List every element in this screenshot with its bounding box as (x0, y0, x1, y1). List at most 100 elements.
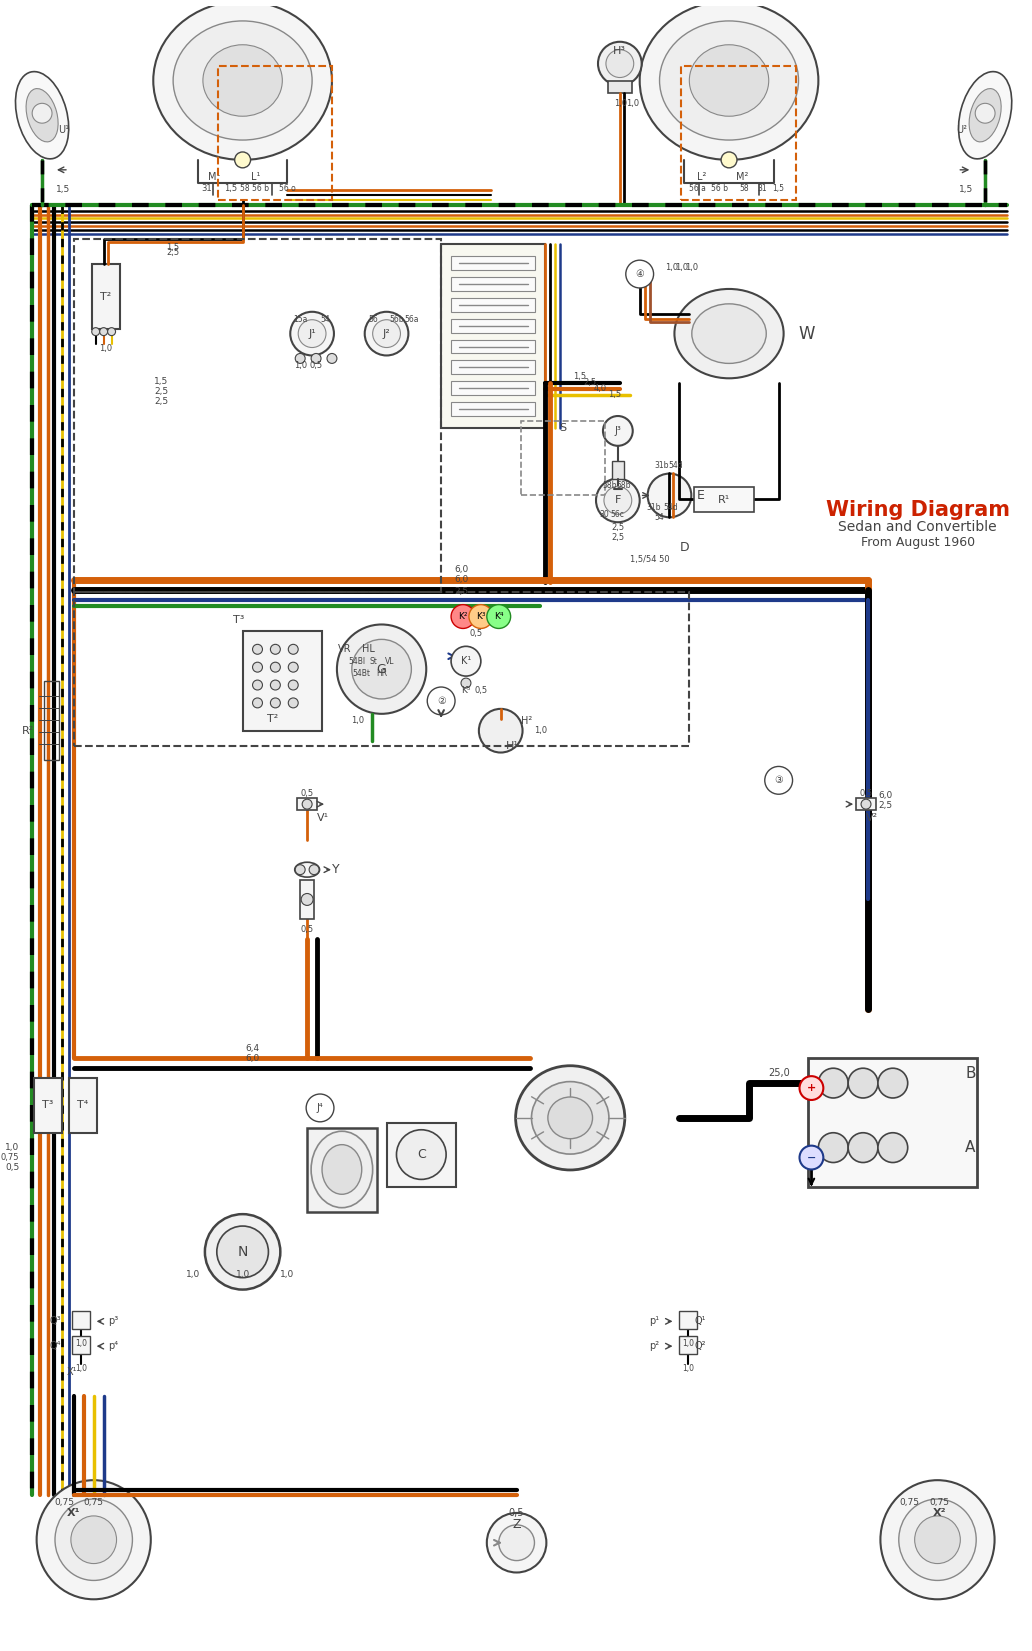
Text: 1,5: 1,5 (959, 185, 973, 195)
Circle shape (364, 312, 409, 355)
Text: J³: J³ (614, 426, 621, 436)
Text: 6,0: 6,0 (454, 575, 469, 584)
Circle shape (311, 353, 321, 363)
Text: 1,0: 1,0 (5, 1142, 20, 1152)
Ellipse shape (173, 21, 312, 140)
Circle shape (487, 1512, 546, 1572)
Circle shape (107, 327, 116, 335)
Text: E: E (697, 489, 704, 502)
Bar (69, 1078, 97, 1133)
Ellipse shape (689, 45, 769, 116)
Text: 31b: 31b (646, 504, 660, 512)
Bar (451, 403, 536, 416)
Text: ③: ③ (774, 776, 783, 786)
Text: T²: T² (100, 292, 111, 302)
Circle shape (270, 662, 281, 672)
Circle shape (302, 799, 312, 809)
Text: K³: K³ (476, 613, 486, 621)
Text: 58b: 58b (616, 480, 631, 490)
Ellipse shape (640, 2, 818, 160)
Text: K²: K² (458, 613, 467, 621)
Ellipse shape (322, 1144, 362, 1194)
Text: K⁵: K⁵ (461, 687, 471, 695)
Text: 1,0: 1,0 (682, 1339, 695, 1347)
Bar (74, 239, 441, 591)
Text: 56a: 56a (405, 315, 419, 324)
Text: 0,75: 0,75 (930, 1497, 949, 1506)
Circle shape (352, 639, 412, 698)
Text: 1,5: 1,5 (224, 185, 237, 193)
Circle shape (861, 799, 871, 809)
Text: 1,0: 1,0 (625, 99, 639, 107)
Text: G: G (377, 662, 386, 675)
Text: 58: 58 (739, 185, 749, 193)
Text: 58 56 b: 58 56 b (240, 185, 269, 193)
Bar (679, 1336, 698, 1354)
Text: J²: J² (383, 329, 390, 338)
Text: 1,0: 1,0 (534, 726, 547, 735)
Text: 31b: 31b (654, 461, 669, 471)
Ellipse shape (311, 1131, 373, 1207)
Text: 6,0: 6,0 (878, 791, 893, 799)
Bar (218, 66, 332, 200)
Text: D: D (679, 540, 689, 553)
Bar (300, 880, 314, 920)
Text: 0,5: 0,5 (509, 1507, 524, 1517)
Circle shape (878, 1068, 908, 1098)
Text: p²: p² (649, 1341, 659, 1351)
Circle shape (253, 698, 262, 708)
Text: L¹: L¹ (251, 172, 260, 182)
Text: 54Bt: 54Bt (353, 669, 370, 677)
Circle shape (298, 320, 326, 347)
Bar (612, 461, 623, 479)
Bar (74, 591, 689, 746)
Text: J¹: J¹ (309, 329, 316, 338)
Text: V²: V² (866, 812, 878, 824)
Text: L²: L² (697, 172, 706, 182)
Bar (808, 1058, 977, 1187)
Bar (243, 631, 322, 731)
Text: 58b: 58b (603, 480, 617, 490)
Ellipse shape (203, 45, 283, 116)
Text: 56b: 56b (389, 315, 404, 324)
Text: 6,4: 6,4 (246, 1043, 260, 1053)
Bar (451, 381, 536, 395)
Ellipse shape (71, 1516, 117, 1563)
Text: VR: VR (338, 644, 352, 654)
Text: 1,5: 1,5 (608, 390, 621, 398)
Text: U²: U² (957, 125, 967, 135)
Circle shape (336, 624, 426, 713)
Text: T³: T³ (233, 614, 245, 624)
Text: 0,5: 0,5 (475, 687, 487, 695)
Text: S: S (559, 423, 567, 433)
Text: Sedan and Convertible: Sedan and Convertible (838, 520, 997, 535)
Text: 1,0: 1,0 (685, 263, 698, 272)
Ellipse shape (880, 1481, 995, 1600)
Text: +: + (807, 1083, 816, 1093)
Text: K¹: K¹ (461, 655, 471, 667)
Bar (451, 277, 536, 291)
Ellipse shape (914, 1516, 961, 1563)
Text: 1,5: 1,5 (56, 185, 70, 195)
Text: 1,5: 1,5 (166, 243, 180, 251)
Circle shape (427, 687, 455, 715)
Bar (695, 487, 753, 512)
Circle shape (721, 152, 737, 168)
Ellipse shape (295, 862, 320, 877)
Circle shape (848, 1068, 878, 1098)
Text: 0,5: 0,5 (470, 629, 482, 637)
Text: 1,0: 1,0 (675, 263, 688, 272)
Text: 0,75: 0,75 (1, 1152, 20, 1162)
Bar (520, 421, 605, 495)
Text: 1,0: 1,0 (280, 1270, 294, 1280)
Text: T²: T² (266, 713, 278, 723)
Text: 6,0: 6,0 (246, 1053, 260, 1063)
Bar (451, 256, 536, 271)
Bar (72, 1311, 90, 1329)
Text: B: B (965, 1065, 976, 1081)
Text: 2,5: 2,5 (611, 523, 624, 532)
Text: 0,5: 0,5 (300, 925, 314, 934)
Circle shape (604, 487, 632, 515)
Text: p⁴: p⁴ (108, 1341, 119, 1351)
Ellipse shape (899, 1499, 976, 1580)
